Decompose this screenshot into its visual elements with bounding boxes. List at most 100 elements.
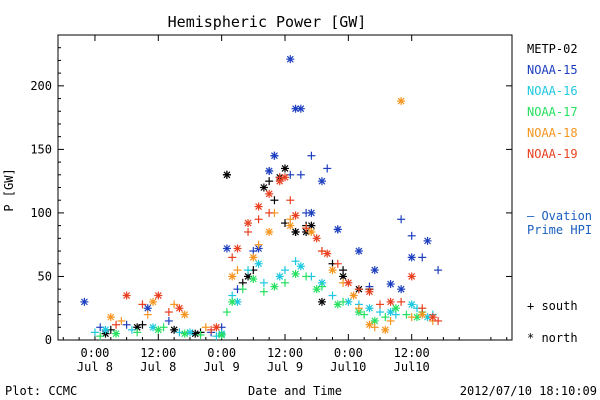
north-point <box>228 297 237 306</box>
legend-entry: NOAA-17 <box>527 105 578 119</box>
north-point <box>386 308 395 317</box>
north-point <box>323 249 332 258</box>
south-point <box>259 287 268 296</box>
x-axis-label: Date and Time <box>248 384 342 398</box>
x-tick-label-time: 12:00 <box>267 346 303 360</box>
ovation-label-line1: — Ovation <box>527 209 592 223</box>
south-point <box>376 300 385 309</box>
north-point <box>122 291 131 300</box>
north-point <box>307 227 316 236</box>
south-point <box>122 320 131 329</box>
north-point <box>317 177 326 186</box>
south-point <box>418 253 427 262</box>
south-point <box>254 215 263 224</box>
south-point <box>354 304 363 313</box>
x-tick-label-time: 12:00 <box>140 346 176 360</box>
north-point <box>270 151 279 160</box>
north-point <box>154 291 163 300</box>
north-point <box>291 227 300 236</box>
south-point <box>196 330 205 339</box>
north-point <box>365 287 374 296</box>
north-point <box>307 208 316 217</box>
south-point <box>175 328 184 337</box>
north-point <box>149 297 158 306</box>
x-tick-label-date: Jul10 <box>330 360 366 374</box>
north-point <box>222 170 231 179</box>
north-point <box>212 323 221 332</box>
south-point <box>170 300 179 309</box>
south-point <box>407 231 416 240</box>
north-point <box>386 280 395 289</box>
north-point <box>259 183 268 192</box>
north-point <box>423 236 432 245</box>
north-point <box>312 234 321 243</box>
south-point <box>381 313 390 322</box>
y-tick-label: 200 <box>30 79 52 93</box>
south-point <box>254 240 263 249</box>
marker-legend-south: + south <box>527 299 578 313</box>
south-point <box>302 224 311 233</box>
south-point <box>397 215 406 224</box>
y-tick-label: 0 <box>45 333 52 347</box>
south-point <box>402 310 411 319</box>
south-point <box>281 266 289 275</box>
north-point <box>281 164 289 173</box>
north-point <box>228 272 237 281</box>
north-point <box>291 104 300 113</box>
south-point <box>281 278 289 287</box>
legend-entry: METP-02 <box>527 42 578 56</box>
south-point <box>354 285 363 294</box>
south-point <box>333 259 342 268</box>
south-point <box>233 266 242 275</box>
north-point <box>244 219 253 228</box>
north-point <box>291 269 300 278</box>
south-point <box>164 308 173 317</box>
north-point <box>386 297 395 306</box>
y-tick-label: 150 <box>30 142 52 156</box>
south-point <box>96 332 105 341</box>
south-point <box>138 300 147 309</box>
south-point <box>259 278 268 287</box>
x-tick-label-time: 12:00 <box>394 346 430 360</box>
x-tick-label-date: Jul 8 <box>77 360 113 374</box>
data-markers <box>80 55 443 341</box>
south-point <box>323 164 332 173</box>
south-point <box>238 285 247 294</box>
north-point <box>381 325 390 334</box>
south-point <box>376 308 385 317</box>
ovation-label-line2: Prime HPI <box>527 223 592 237</box>
south-point <box>418 304 427 313</box>
legend: METP-02 NOAA-15 NOAA-16 NOAA-17 NOAA-18 NOAA-… <box>527 42 578 161</box>
north-point <box>344 278 353 287</box>
south-point <box>270 196 279 205</box>
north-point <box>407 272 416 281</box>
x-tick-label-time: 0:00 <box>207 346 236 360</box>
legend-entry: NOAA-19 <box>527 147 578 161</box>
north-point <box>233 244 242 253</box>
north-point <box>275 272 284 281</box>
north-point <box>217 330 226 339</box>
north-point <box>391 304 400 313</box>
north-point <box>254 259 263 268</box>
north-point <box>185 328 194 337</box>
y-tick-label: 100 <box>30 206 52 220</box>
south-point <box>291 257 300 266</box>
north-point <box>286 221 295 230</box>
footer-right: 2012/07/10 18:10:09 <box>460 384 597 398</box>
x-tick-label-time: 0:00 <box>334 346 363 360</box>
north-point <box>333 300 342 309</box>
marker-legend-north: * north <box>527 331 578 345</box>
south-point <box>302 272 311 281</box>
north-point <box>222 244 231 253</box>
south-point <box>244 266 253 275</box>
south-point <box>228 253 237 262</box>
north-point <box>249 275 258 283</box>
north-point <box>354 247 363 256</box>
north-point <box>428 313 437 322</box>
south-point <box>112 320 121 329</box>
south-point <box>143 310 152 319</box>
legend-entry: NOAA-15 <box>527 63 578 77</box>
north-point <box>328 266 337 275</box>
north-point <box>281 173 289 182</box>
north-point <box>312 285 321 294</box>
